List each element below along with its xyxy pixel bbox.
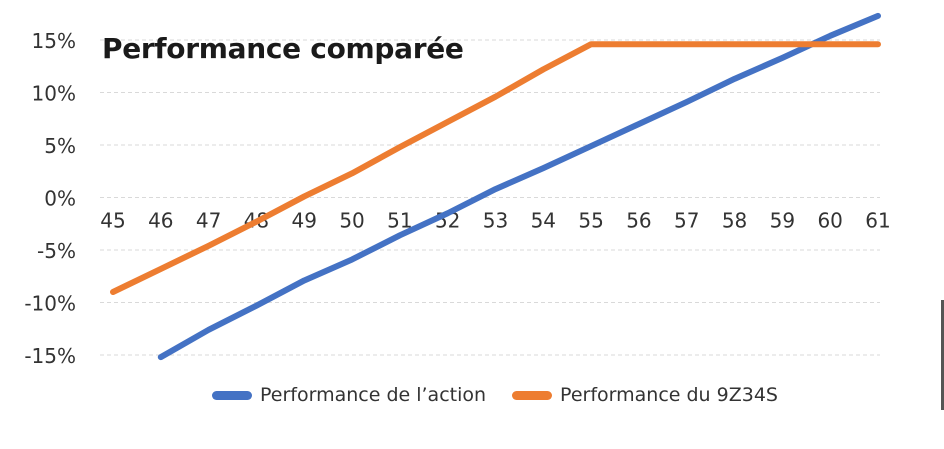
x-tick-label: 60: [817, 209, 842, 233]
legend-item-9z34s: Performance du 9Z34S: [512, 384, 778, 406]
x-tick-label: 50: [339, 209, 364, 233]
x-tick-label: 58: [722, 209, 747, 233]
legend-item-action: Performance de l’action: [212, 384, 486, 406]
window-edge: [941, 300, 944, 410]
x-tick-label: 54: [531, 209, 556, 233]
y-tick-label: -15%: [24, 344, 76, 368]
legend-label-9z34s: Performance du 9Z34S: [560, 384, 778, 406]
series-line-action: [157, 12, 881, 361]
x-tick-label: 55: [578, 209, 603, 233]
chart-title: Performance comparée: [102, 32, 464, 65]
y-tick-label: 15%: [32, 29, 76, 53]
x-tick-label: 49: [292, 209, 317, 233]
y-tick-label: -10%: [24, 292, 76, 316]
y-tick-label: 10%: [32, 82, 76, 106]
legend-swatch-action: [212, 390, 252, 400]
legend-swatch-9z34s: [512, 390, 553, 400]
x-tick-label: 59: [770, 209, 795, 233]
x-tick-label: 46: [148, 209, 173, 233]
y-tick-label: -5%: [37, 239, 76, 263]
x-tick-label: 56: [626, 209, 651, 233]
series-line-9z34s: [110, 41, 881, 295]
x-tick-label: 47: [196, 209, 221, 233]
y-tick-label: 0%: [44, 187, 76, 211]
y-tick-label: 5%: [44, 134, 76, 158]
legend-label-action: Performance de l’action: [260, 384, 487, 406]
legend: Performance de l’action Performance du 9…: [212, 384, 804, 406]
x-tick-label: 45: [100, 209, 125, 233]
x-tick-label: 53: [483, 209, 508, 233]
x-tick-label: 61: [865, 209, 890, 233]
x-tick-label: 57: [674, 209, 699, 233]
